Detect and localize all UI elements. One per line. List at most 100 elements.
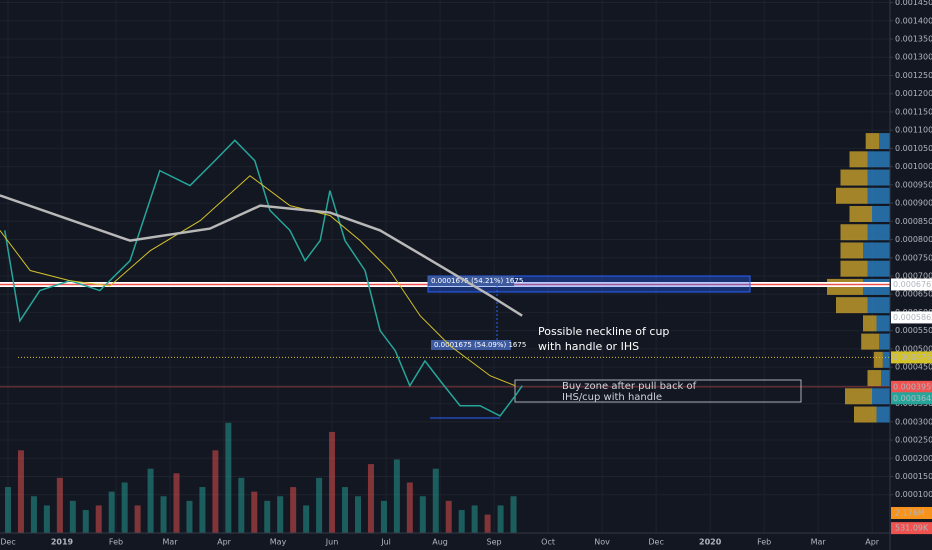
volume-bar — [316, 477, 323, 533]
profile-down — [840, 260, 868, 277]
volume-bar — [367, 464, 374, 533]
x-tick-label: Mar — [162, 538, 178, 547]
annotation: IHS/cup with handle — [562, 392, 662, 403]
volume-bar — [212, 450, 219, 533]
annotation: Buy zone after pull back of — [562, 381, 697, 392]
volume-marker — [891, 507, 932, 520]
level-label: 0.0003959 — [893, 382, 932, 391]
x-tick-label: Nov — [594, 538, 610, 547]
level-label: 0.0004767 — [893, 353, 932, 362]
x-tick-label: Dec — [648, 538, 663, 547]
volume-bar — [471, 505, 478, 533]
level-marker — [891, 311, 932, 324]
volume-marker-label: 531.09K — [895, 524, 929, 533]
x-tick-label: Mar — [811, 538, 827, 547]
level-marker — [891, 351, 932, 364]
volume-bar — [238, 477, 245, 533]
profile-up — [879, 333, 890, 350]
measure-label-bg — [428, 276, 514, 286]
volume-bar — [354, 496, 361, 533]
profile-up — [867, 297, 890, 314]
price-line — [0, 175, 516, 387]
buy-zone-box — [514, 379, 802, 403]
volume-bar — [121, 482, 128, 533]
profile-down — [840, 224, 868, 241]
volume-bar — [69, 500, 76, 533]
x-tick-label: 2019 — [51, 538, 74, 547]
profile-up — [876, 406, 890, 423]
level-marker — [891, 380, 932, 393]
profile-down — [865, 133, 880, 150]
volume-bar — [108, 491, 115, 533]
volume-bar — [173, 473, 180, 533]
profile-up — [876, 315, 890, 332]
measure-label: 0.0001675 (54.09%) 1675 — [434, 341, 526, 349]
volume-bar — [134, 505, 141, 533]
level-label: 0.0005863 — [893, 313, 932, 322]
y-tick-label: 0.0001000 — [895, 490, 932, 499]
x-tick-label: Apr — [217, 538, 232, 547]
profile-down — [849, 151, 868, 168]
volume-bar — [4, 487, 11, 533]
volume-bar — [497, 505, 504, 533]
volume-bar — [406, 482, 413, 533]
profile-down — [836, 187, 868, 204]
volume-bar — [82, 510, 89, 533]
profile-down — [840, 242, 863, 259]
volume-bar — [56, 477, 63, 533]
time-axis — [0, 533, 890, 550]
annotation: with handle or IHS — [538, 340, 639, 353]
volume-bar — [95, 505, 102, 533]
volume-bar — [445, 500, 452, 533]
x-tick-label: Jul — [380, 538, 391, 547]
profile-up — [882, 351, 890, 368]
volume-bar — [199, 487, 206, 533]
profile-up — [867, 169, 890, 186]
measure-label-bg — [431, 340, 511, 350]
profile-up — [872, 206, 890, 223]
x-tick-label: Jun — [325, 538, 339, 547]
volume-bar — [147, 468, 154, 533]
volume-bar — [393, 459, 400, 533]
measure-label: 0.0001675 (54.21%) 1675 — [431, 277, 523, 285]
level-label: 0.0006767 — [893, 280, 932, 289]
volume-bar — [303, 505, 310, 533]
volume-bar — [458, 510, 465, 533]
volume-bar — [419, 496, 426, 533]
level-marker — [891, 278, 932, 291]
x-tick-label: Feb — [757, 538, 771, 547]
volume-profile — [827, 133, 890, 423]
x-tick-label: 2020 — [699, 538, 722, 547]
level-marker — [891, 392, 932, 405]
profile-down — [854, 406, 877, 423]
volume-marker-label: 2.176M — [895, 509, 925, 518]
level-label: 0.0003645 — [893, 394, 932, 403]
profile-up — [867, 224, 890, 241]
profile-up — [867, 151, 890, 168]
volume-bar — [290, 487, 297, 533]
profile-down — [836, 297, 868, 314]
series — [0, 139, 523, 417]
volume-bar — [484, 514, 491, 533]
x-tick-label: Aug — [432, 538, 448, 547]
volume-bar — [432, 468, 439, 533]
volume-pane — [4, 422, 517, 533]
volume-bar — [251, 491, 258, 533]
